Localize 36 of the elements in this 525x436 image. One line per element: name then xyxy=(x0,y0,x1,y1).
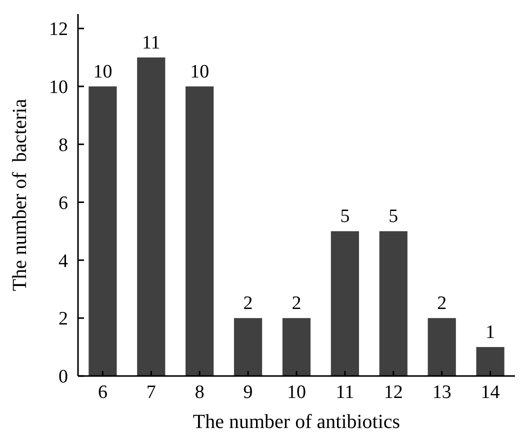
y-tick-label: 8 xyxy=(58,134,68,156)
x-tick-label: 8 xyxy=(194,382,204,403)
x-tick-label: 11 xyxy=(336,382,354,403)
data-label: 2 xyxy=(437,293,447,314)
x-axis-title: The number of antibiotics xyxy=(192,411,400,433)
bar xyxy=(282,318,311,376)
y-tick-label: 0 xyxy=(58,366,68,388)
bar xyxy=(186,86,214,376)
data-label: 10 xyxy=(93,61,112,82)
data-label: 5 xyxy=(340,206,350,228)
data-label: 2 xyxy=(292,293,302,314)
x-tick-label: 7 xyxy=(146,382,156,403)
y-tick-label: 6 xyxy=(58,192,68,214)
y-tick-label: 10 xyxy=(49,77,68,98)
bar xyxy=(330,231,359,376)
bar xyxy=(379,231,408,376)
bar xyxy=(88,86,117,376)
y-tick-label: 12 xyxy=(49,19,68,40)
data-label: 11 xyxy=(142,32,160,54)
data-label: 1 xyxy=(486,322,496,344)
x-tick-label: 12 xyxy=(384,382,403,403)
x-tick-label: 10 xyxy=(287,382,306,403)
bar xyxy=(476,347,504,376)
y-tick-label: 2 xyxy=(58,308,68,330)
y-tick-label: 4 xyxy=(58,250,68,272)
data-label: 5 xyxy=(388,206,398,228)
bar xyxy=(428,318,456,376)
x-tick-label: 9 xyxy=(243,382,253,403)
x-tick-label: 6 xyxy=(98,382,108,403)
bar xyxy=(137,57,166,376)
x-tick-label: 13 xyxy=(432,382,452,403)
data-label: 10 xyxy=(190,61,210,82)
bar xyxy=(234,318,262,376)
y-axis-title: The number of bacteria xyxy=(9,98,31,292)
x-tick-label: 14 xyxy=(480,382,500,403)
data-label: 2 xyxy=(243,293,253,314)
